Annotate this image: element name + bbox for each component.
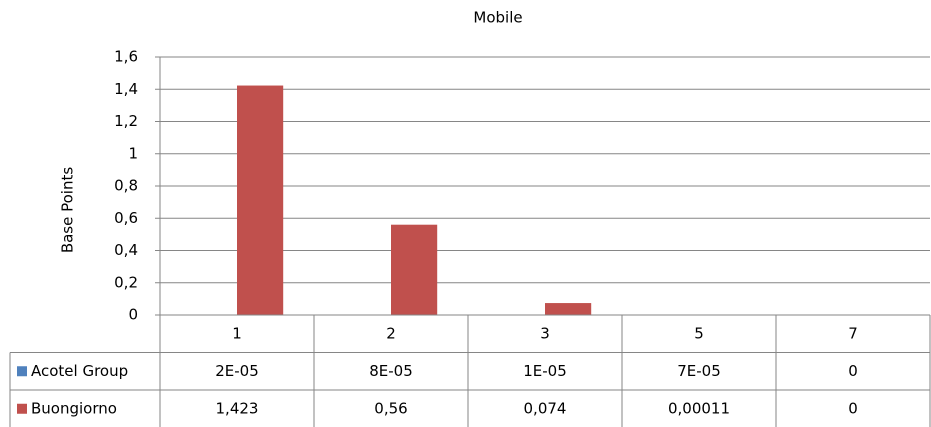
x-tick-label: 5 xyxy=(694,324,704,342)
x-tick-label: 3 xyxy=(540,324,550,342)
y-tick-label: 1,6 xyxy=(114,48,138,66)
x-tick-label: 1 xyxy=(232,324,242,342)
data-table-value: 0,074 xyxy=(524,399,567,417)
bar xyxy=(545,303,592,315)
chart-title: Mobile xyxy=(473,9,522,27)
data-table-value: 0 xyxy=(848,362,858,380)
bar xyxy=(391,224,438,315)
x-tick-label: 7 xyxy=(848,324,858,342)
y-tick-label: 0 xyxy=(128,306,138,324)
y-tick-label: 0,2 xyxy=(114,273,138,291)
data-table-value: 7E-05 xyxy=(677,362,721,380)
y-tick-label: 1,2 xyxy=(114,112,138,130)
legend-label: Acotel Group xyxy=(31,362,128,380)
y-tick-label: 1 xyxy=(128,144,138,162)
data-table-value: 1E-05 xyxy=(523,362,567,380)
data-table-value: 2E-05 xyxy=(215,362,259,380)
legend-label: Buongiorno xyxy=(31,399,117,417)
y-tick-label: 0,6 xyxy=(114,209,138,227)
legend-key xyxy=(17,366,27,377)
y-tick-label: 0,8 xyxy=(114,177,138,195)
y-axis-title: Base Points xyxy=(59,167,77,254)
data-table-value: 1,423 xyxy=(216,399,259,417)
data-table-value: 8E-05 xyxy=(369,362,413,380)
y-tick-label: 1,4 xyxy=(114,80,138,98)
legend-key xyxy=(17,403,27,414)
data-table-value: 0,56 xyxy=(374,399,407,417)
y-tick-label: 0,4 xyxy=(114,241,138,259)
x-tick-label: 2 xyxy=(386,324,396,342)
data-table-value: 0 xyxy=(848,399,858,417)
bar xyxy=(237,85,284,315)
data-table-value: 0,00011 xyxy=(668,399,730,417)
